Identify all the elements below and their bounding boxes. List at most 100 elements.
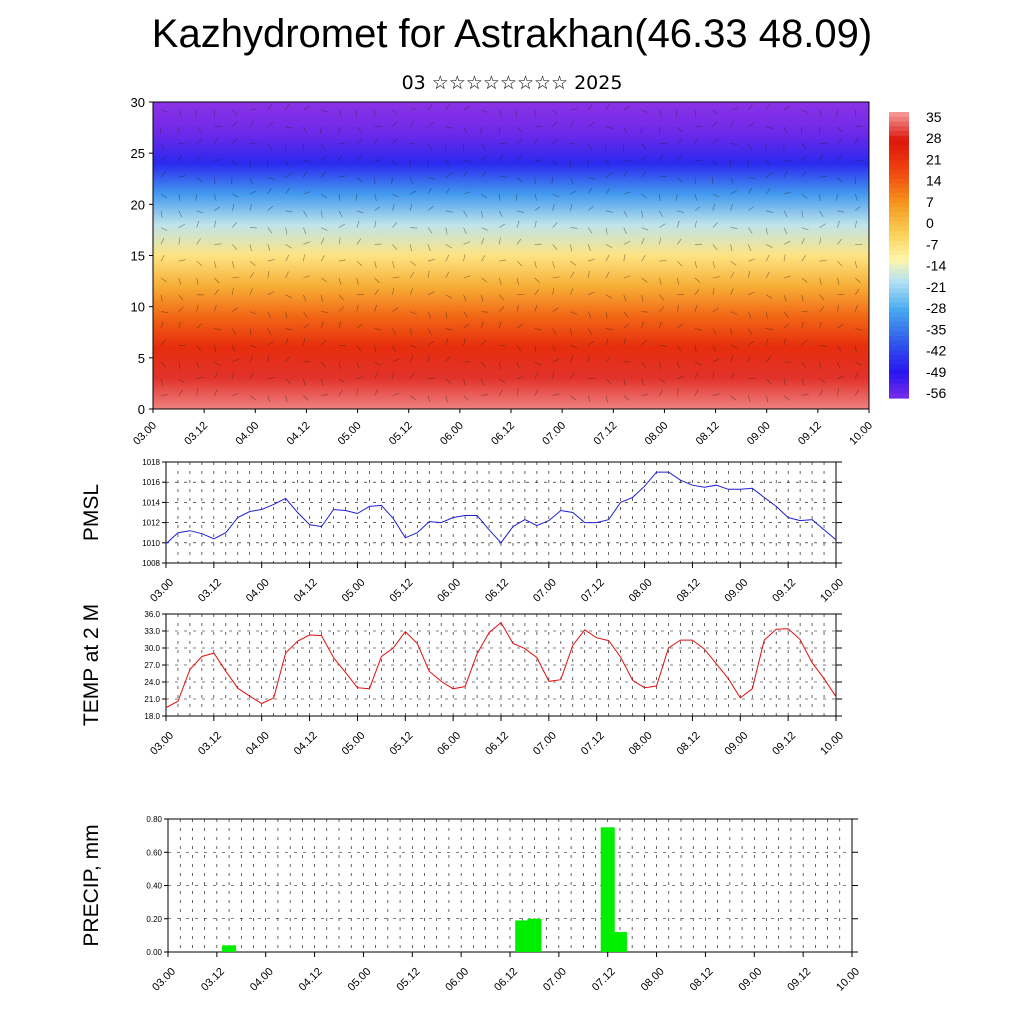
- wind-vector: [178, 306, 185, 312]
- wind-vector: [605, 311, 608, 319]
- wind-vector: [801, 193, 808, 199]
- wind-vector: [463, 126, 467, 134]
- y-tick-label: 0.80: [146, 815, 162, 824]
- wind-vector: [214, 261, 217, 269]
- wind-vector: [410, 395, 416, 401]
- wind-vector: [427, 227, 433, 234]
- y-tick-label: 10: [131, 300, 145, 315]
- y-axis-label: TEMP at 2 M: [80, 604, 103, 726]
- wind-vector: [641, 143, 646, 150]
- wind-vector: [392, 222, 398, 228]
- wind-vector: [463, 241, 471, 245]
- wind-vector: [552, 287, 555, 295]
- wind-vector: [676, 260, 683, 267]
- wind-vector: [498, 389, 503, 396]
- wind-vector: [801, 255, 806, 262]
- wind-vector: [659, 109, 662, 117]
- wind-vector: [712, 287, 715, 295]
- wind-vector: [498, 277, 502, 285]
- wind-vector: [498, 294, 504, 301]
- wind-vector: [783, 395, 790, 401]
- wind-vector: [338, 223, 346, 228]
- wind-vector: [463, 105, 470, 111]
- wind-vector: [837, 155, 843, 161]
- wind-vector: [463, 160, 471, 162]
- wind-vector: [854, 288, 860, 295]
- wind-vector: [694, 345, 697, 353]
- wind-vector: [374, 109, 376, 118]
- wind-vector: [427, 355, 430, 363]
- wind-vector: [676, 176, 683, 183]
- colorbar-segment: [889, 340, 909, 347]
- wind-vector: [463, 311, 468, 318]
- wind-vector: [570, 311, 578, 315]
- wind-vector: [676, 138, 683, 144]
- wind-vector: [338, 321, 341, 329]
- wind-vector: [801, 171, 807, 178]
- wind-vector: [588, 341, 595, 346]
- wind-vector: [338, 154, 343, 161]
- wind-vector: [356, 388, 359, 396]
- wind-vector: [249, 108, 257, 111]
- wind-vector: [160, 311, 168, 313]
- wind-vector: [231, 138, 238, 144]
- wind-vector: [819, 193, 821, 202]
- wind-vector: [249, 177, 253, 184]
- wind-vector: [748, 258, 756, 262]
- y-tick-label: 5: [138, 351, 145, 366]
- wind-vector: [552, 203, 555, 211]
- wind-vector: [303, 210, 308, 217]
- x-tick-label: 10.00: [818, 730, 846, 758]
- y-tick-label: 1018: [142, 458, 160, 467]
- wind-vector: [392, 121, 398, 127]
- wind-vector: [249, 190, 257, 195]
- wind-vector: [641, 210, 644, 218]
- wind-vector: [356, 138, 363, 144]
- wind-vector: [321, 155, 327, 161]
- y-tick-label: 36.0: [144, 610, 160, 619]
- wind-vector: [783, 275, 791, 279]
- wind-vector: [676, 277, 680, 285]
- wind-vector: [267, 205, 274, 212]
- wind-vector: [587, 143, 593, 150]
- wind-vector: [694, 193, 698, 201]
- y-tick-label: 0: [138, 402, 145, 417]
- wind-vector: [445, 126, 453, 129]
- wind-vector: [676, 109, 678, 118]
- x-tick-label: 04.12: [285, 420, 313, 448]
- colorbar-segment: [889, 302, 909, 309]
- wind-vector: [605, 126, 613, 129]
- wind-vector: [783, 240, 791, 245]
- y-tick-label: 0.40: [146, 882, 162, 891]
- x-tick-label: 06.00: [443, 966, 471, 994]
- wind-vector: [320, 126, 322, 134]
- y-tick-label: 1010: [142, 539, 160, 548]
- x-tick-label: 09.12: [770, 577, 798, 605]
- wind-vector: [160, 210, 163, 218]
- wind-vector: [819, 109, 822, 117]
- wind-vector: [819, 277, 822, 285]
- wind-vector: [214, 137, 218, 144]
- wind-vector: [374, 345, 377, 353]
- x-tick-label: 03.00: [148, 730, 176, 758]
- wind-vector: [392, 307, 399, 312]
- wind-vector: [445, 244, 452, 249]
- wind-vector: [587, 244, 591, 252]
- wind-vector: [320, 378, 324, 386]
- wind-vector: [160, 378, 164, 386]
- wind-vector: [338, 361, 341, 369]
- wind-vector: [552, 371, 555, 379]
- wind-vector: [303, 378, 306, 386]
- wind-vector: [498, 321, 502, 329]
- wind-vector: [570, 328, 572, 336]
- wind-vector: [463, 338, 466, 346]
- wind-vector: [515, 193, 518, 201]
- wind-vector: [801, 155, 808, 161]
- colorbar-segment: [889, 212, 909, 218]
- colorbar-segment: [889, 293, 909, 299]
- wind-vector: [765, 227, 768, 235]
- colorbar-segment: [889, 283, 909, 289]
- wind-vector: [605, 103, 610, 111]
- x-tick-label: 03.00: [148, 577, 176, 605]
- x-tick-label: 06.12: [483, 577, 511, 605]
